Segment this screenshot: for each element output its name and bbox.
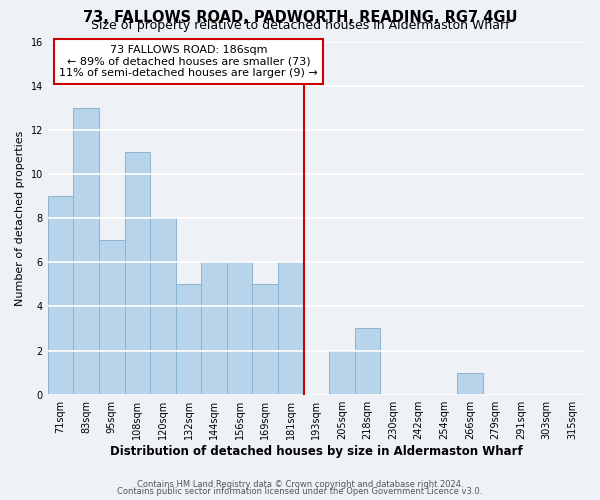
Bar bbox=[329, 350, 355, 395]
Bar bbox=[227, 262, 253, 394]
Bar bbox=[99, 240, 125, 394]
Text: Contains public sector information licensed under the Open Government Licence v3: Contains public sector information licen… bbox=[118, 487, 482, 496]
Bar bbox=[253, 284, 278, 395]
Text: Size of property relative to detached houses in Aldermaston Wharf: Size of property relative to detached ho… bbox=[91, 18, 509, 32]
Bar bbox=[355, 328, 380, 394]
Y-axis label: Number of detached properties: Number of detached properties bbox=[15, 130, 25, 306]
Bar bbox=[125, 152, 150, 394]
Text: Contains HM Land Registry data © Crown copyright and database right 2024.: Contains HM Land Registry data © Crown c… bbox=[137, 480, 463, 489]
Bar bbox=[201, 262, 227, 394]
Bar bbox=[457, 372, 482, 394]
X-axis label: Distribution of detached houses by size in Aldermaston Wharf: Distribution of detached houses by size … bbox=[110, 444, 523, 458]
Text: 73, FALLOWS ROAD, PADWORTH, READING, RG7 4GU: 73, FALLOWS ROAD, PADWORTH, READING, RG7… bbox=[83, 10, 517, 25]
Bar bbox=[150, 218, 176, 394]
Text: 73 FALLOWS ROAD: 186sqm
← 89% of detached houses are smaller (73)
11% of semi-de: 73 FALLOWS ROAD: 186sqm ← 89% of detache… bbox=[59, 45, 318, 78]
Bar bbox=[48, 196, 73, 394]
Bar bbox=[73, 108, 99, 395]
Bar bbox=[176, 284, 201, 395]
Bar bbox=[278, 262, 304, 394]
